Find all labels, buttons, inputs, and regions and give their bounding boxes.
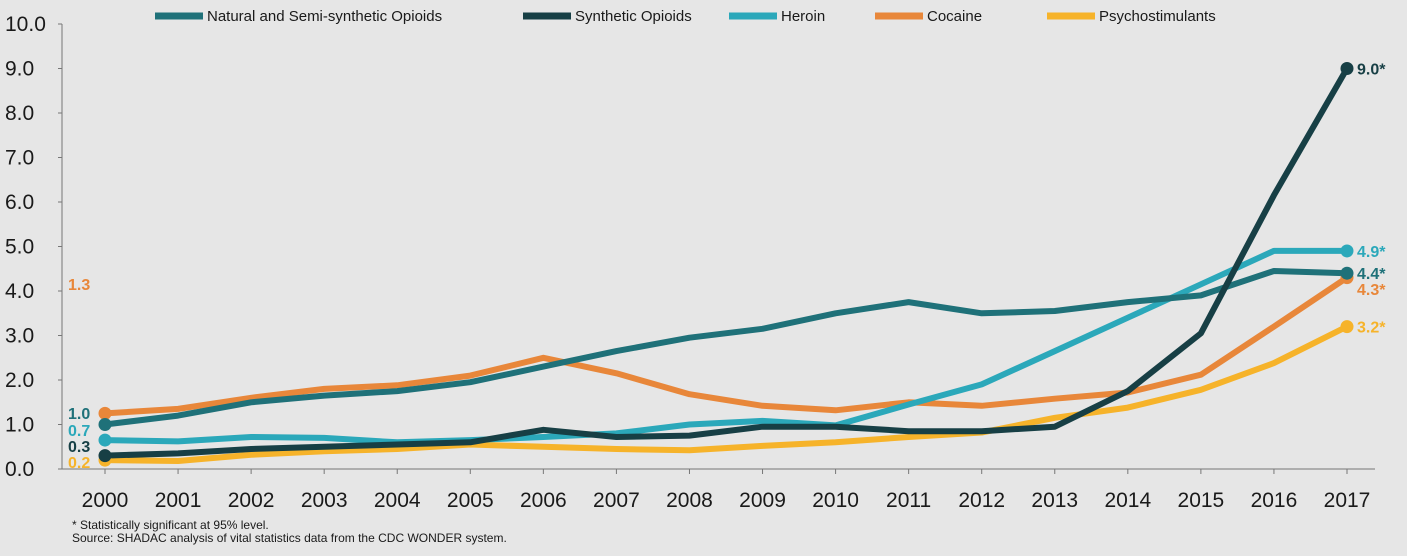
legend-label: Natural and Semi-synthetic Opioids	[207, 8, 442, 25]
start-value-label: 0.7	[68, 423, 90, 440]
start-value-label: 0.3	[68, 439, 90, 456]
series-end-point-heroin	[1340, 244, 1354, 258]
y-tick-label: 2.0	[5, 369, 34, 392]
series-line-synthetic-opioids	[102, 65, 1350, 459]
legend-item-natural-and-semi-synthetic-opioids: Natural and Semi-synthetic Opioids	[155, 8, 442, 25]
series-start-point-synthetic-opioids	[98, 449, 112, 463]
y-tick-label: 10.0	[5, 13, 46, 36]
y-tick-label: 4.0	[5, 280, 34, 303]
value-labels: 1.3 1.00.70.30.2 9.0* 4.9* 4.4*4.3* 3.2*	[68, 62, 1386, 473]
y-tick-label: 6.0	[5, 191, 34, 214]
end-value-label: 4.4*	[1357, 266, 1386, 283]
legend-item-psychostimulants: Psychostimulants	[1047, 8, 1216, 25]
x-tick-label: 2013	[1031, 489, 1078, 512]
end-value-label: 3.2*	[1357, 320, 1386, 337]
x-tick-label: 2017	[1324, 489, 1371, 512]
legend: Natural and Semi-synthetic Opioids Synthe…	[155, 8, 1216, 25]
series-end-point-psychostimulants	[1340, 320, 1354, 334]
start-value-label: 1.0	[68, 406, 90, 423]
x-tick-label: 2011	[886, 489, 931, 512]
x-tick-label: 2003	[301, 489, 348, 512]
legend-item-synthetic-opioids: Synthetic Opioids	[523, 8, 692, 25]
y-tick-label: 0.0	[5, 458, 34, 481]
legend-item-heroin: Heroin	[729, 8, 825, 25]
legend-label: Synthetic Opioids	[575, 8, 692, 25]
series-start-point-heroin	[98, 433, 112, 447]
footnote-source: Source: SHADAC analysis of vital statist…	[72, 531, 507, 545]
series-lines	[102, 65, 1350, 464]
y-tick-label: 8.0	[5, 102, 34, 125]
y-axis: 0.0 1.0 2.0 3.0 4.0 5.0 6.0 7.0 8.0 9.0 10.0	[5, 13, 63, 481]
end-value-label: 4.9*	[1357, 244, 1386, 261]
x-tick-label: 2001	[155, 489, 202, 512]
legend-label: Psychostimulants	[1099, 8, 1216, 25]
series-start-point-natural-and-semi-synthetic-opioids	[98, 418, 112, 431]
x-tick-label: 2004	[374, 489, 421, 512]
x-tick-label: 2000	[82, 489, 129, 512]
x-axis: 2000 2001 2002 2003 2004 2005 2006 2007 2008 2009…	[62, 468, 1375, 512]
y-tick-label: 1.0	[5, 414, 34, 437]
end-value-label: 4.3*	[1357, 282, 1386, 299]
x-tick-label: 2008	[666, 489, 713, 512]
footnote-significance: * Statistically significant at 95% level…	[72, 518, 269, 532]
start-value-label: 1.3	[68, 277, 90, 294]
x-tick-label: 2002	[228, 489, 275, 512]
y-tick-label: 5.0	[5, 236, 34, 259]
x-tick-label: 2012	[958, 489, 1005, 512]
legend-label: Heroin	[781, 8, 825, 25]
legend-item-cocaine: Cocaine	[875, 8, 982, 25]
series-line-heroin	[102, 247, 1350, 446]
x-tick-label: 2009	[739, 489, 786, 512]
y-tick-label: 7.0	[5, 147, 34, 170]
x-tick-label: 2005	[447, 489, 494, 512]
x-tick-label: 2007	[593, 489, 640, 512]
series-markers	[98, 62, 1354, 467]
legend-label: Cocaine	[927, 8, 982, 25]
series-end-point-synthetic-opioids	[1340, 62, 1354, 75]
x-tick-label: 2016	[1251, 489, 1298, 512]
x-tick-label: 2010	[812, 489, 859, 512]
end-value-label: 9.0*	[1357, 62, 1386, 79]
series-line-natural-and-semi-synthetic-opioids	[102, 268, 1350, 428]
x-tick-label: 2014	[1104, 489, 1151, 512]
x-tick-label: 2006	[520, 489, 567, 512]
y-tick-label: 9.0	[5, 58, 34, 81]
series-line-psychostimulants	[102, 323, 1350, 464]
y-tick-label: 3.0	[5, 325, 34, 348]
start-value-label: 0.2	[68, 455, 90, 472]
series-line-cocaine	[102, 274, 1350, 417]
series-end-point-natural-and-semi-synthetic-opioids	[1340, 266, 1354, 280]
series-start-point-cocaine	[98, 406, 112, 420]
x-tick-label: 2015	[1178, 489, 1225, 512]
